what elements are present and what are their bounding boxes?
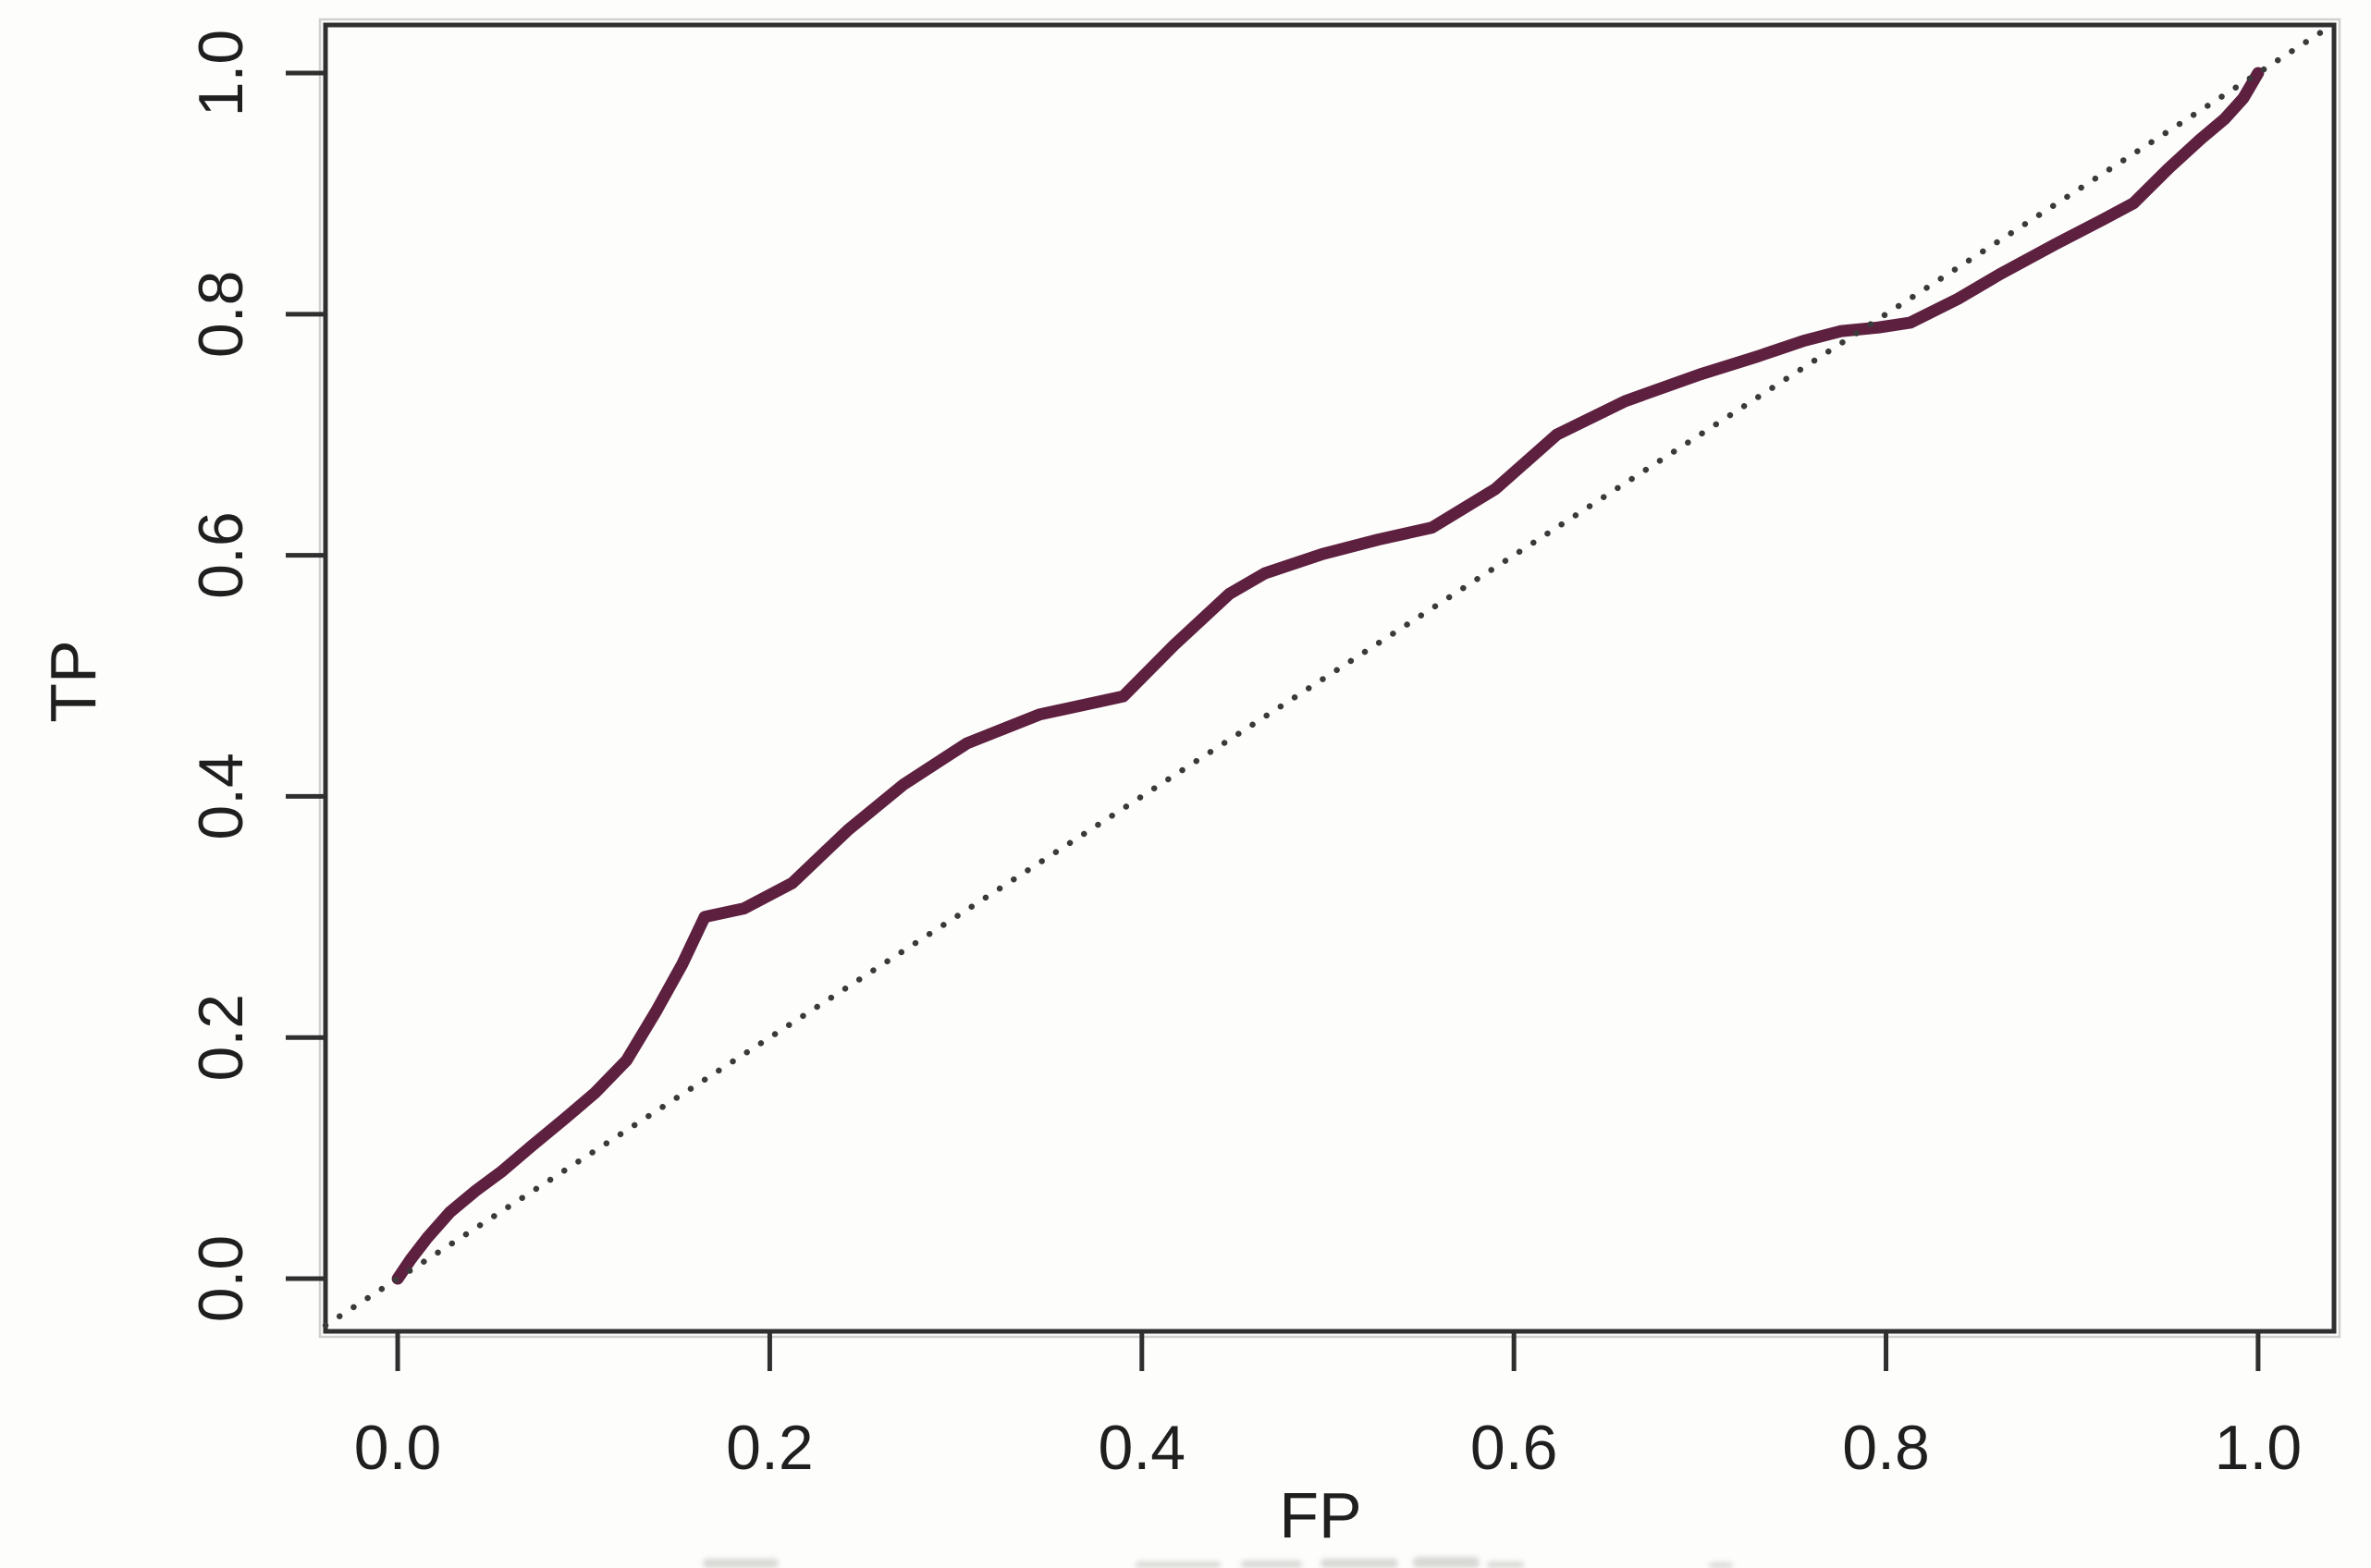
x-tick-label: 0.0: [354, 1413, 442, 1483]
x-tick-label: 0.2: [726, 1413, 814, 1483]
axis-tick-labels: 0.0 0.2 0.4 0.6 0.8 1.0 0.0 0.2 0.4 0.6 0.8 1.0: [186, 30, 2302, 1483]
x-tick-label: 0.8: [1842, 1413, 1930, 1483]
y-tick-label: 0.6: [186, 511, 256, 599]
series-roc-curve: [391, 67, 2265, 1285]
x-tick-label: 1.0: [2215, 1413, 2303, 1483]
y-tick-label: 1.0: [186, 30, 256, 117]
y-tick-label: 0.0: [186, 1235, 256, 1323]
plot-border-echo: [318, 18, 2341, 1339]
series-chance-diagonal: [322, 21, 2336, 1329]
x-tick-label: 0.4: [1099, 1413, 1186, 1483]
y-tick-label: 0.2: [186, 994, 256, 1082]
x-axis-label: FP: [1279, 1479, 1361, 1551]
plot-series: [322, 21, 2336, 1329]
y-tick-label: 0.4: [186, 753, 256, 840]
y-tick-label: 0.8: [186, 271, 256, 359]
x-tick-label: 0.6: [1470, 1413, 1558, 1483]
plot-border: [323, 22, 2337, 1334]
axis-ticks: [286, 70, 2261, 1371]
cropped-caption-fragment: [703, 1557, 1733, 1568]
y-axis-label: TP: [37, 640, 109, 722]
